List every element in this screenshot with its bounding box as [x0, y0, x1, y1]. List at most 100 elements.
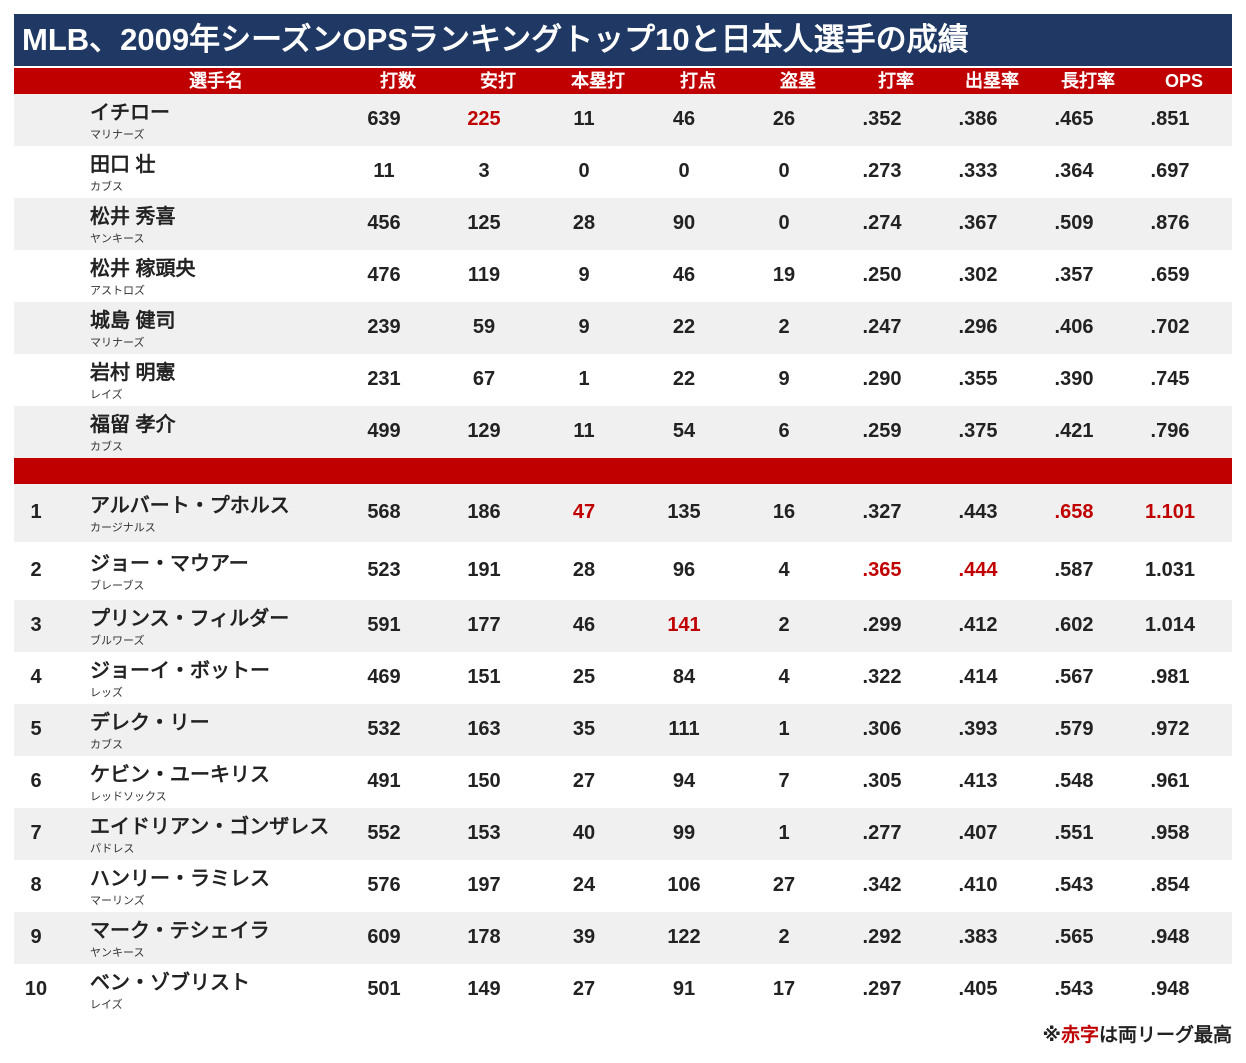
- stat-cell: 3: [478, 160, 490, 182]
- stat-cell: 186: [467, 501, 501, 523]
- stat-cell: 456: [367, 212, 401, 234]
- table-row: 4 ジョーイ・ボットー レッズ 469 151 25 84 4 .322 .414 .567 .981: [14, 652, 1232, 704]
- stat-cell: .565: [1054, 926, 1094, 948]
- stat-cell: .548: [1054, 770, 1094, 792]
- stat-cell: 91: [672, 978, 696, 1000]
- player-name: 城島 健司: [90, 310, 176, 332]
- stat-cell: 149: [467, 978, 501, 1000]
- table-row: 2 ジョー・マウアー ブレーブス 523 191 28 96 4 .365 .444 .587 1.0…: [14, 542, 1232, 600]
- stat-cell: .851: [1150, 108, 1190, 130]
- rank: 2: [30, 559, 42, 581]
- stat-cell: .543: [1054, 874, 1094, 896]
- team-name: レッズ: [90, 687, 123, 699]
- table-row: 9 マーク・テシェイラ ヤンキース 609 178 39 122 2 .292 .383 .565.…: [14, 912, 1232, 964]
- header-cell: 長打率: [1061, 71, 1115, 91]
- table-row: イチロー マリナーズ 639 225 11 46 26 .352 .386 .465 .851: [14, 94, 1232, 146]
- player-name: 福留 孝介: [90, 414, 176, 436]
- stat-cell: .509: [1054, 212, 1094, 234]
- stat-cell: 27: [772, 874, 796, 896]
- stat-cell: 476: [367, 264, 401, 286]
- stat-cell: 1: [778, 822, 790, 844]
- stat-cell: 1.014: [1144, 614, 1196, 636]
- stat-cell: .796: [1150, 420, 1190, 442]
- stat-cell: 2: [778, 614, 790, 636]
- stat-cell: .407: [958, 822, 998, 844]
- stat-cell: 0: [578, 160, 590, 182]
- stat-cell: 25: [572, 666, 596, 688]
- stat-cell: 46: [572, 614, 596, 636]
- stat-cell: 532: [367, 718, 401, 740]
- stat-cell: .948: [1150, 978, 1190, 1000]
- stat-cell: .322: [862, 666, 902, 688]
- stat-cell: 0: [778, 212, 790, 234]
- header-cell: 打数: [380, 71, 416, 91]
- stat-cell: .587: [1054, 559, 1094, 581]
- stat-cell: .406: [1054, 316, 1094, 338]
- stat-cell: .250: [862, 264, 902, 286]
- stat-cell: 1: [578, 368, 590, 390]
- stat-cell: .421: [1054, 420, 1094, 442]
- stat-cell: 141: [667, 614, 701, 636]
- team-name: ヤンキース: [90, 233, 145, 245]
- stat-cell: .375: [958, 420, 998, 442]
- stat-cell: 9: [778, 368, 790, 390]
- table-row: 7 エイドリアン・ゴンザレス パドレス 552 153 40 99 1 .277 .407 .551…: [14, 808, 1232, 860]
- stat-cell: 90: [672, 212, 696, 234]
- stat-cell: 135: [667, 501, 701, 523]
- stat-cell: 46: [672, 264, 696, 286]
- team-name: カブス: [90, 739, 123, 751]
- stat-cell: 499: [367, 420, 401, 442]
- stat-cell: 35: [572, 718, 596, 740]
- stat-cell: .410: [958, 874, 998, 896]
- stat-cell: 27: [572, 770, 596, 792]
- team-name: カブス: [90, 441, 123, 453]
- stat-cell: .290: [862, 368, 902, 390]
- stat-cell: .443: [958, 501, 998, 523]
- player-name: ベン・ゾブリスト: [90, 972, 250, 994]
- stat-cell: .854: [1150, 874, 1190, 896]
- stat-cell: 1.031: [1144, 559, 1196, 581]
- stat-cell: .659: [1150, 264, 1190, 286]
- stat-cell: 99: [672, 822, 696, 844]
- stat-cell: .876: [1150, 212, 1190, 234]
- player-name: デレク・リー: [90, 712, 210, 734]
- stat-cell: 67: [472, 368, 496, 390]
- player-name: 松井 秀喜: [90, 206, 176, 228]
- stat-cell: 7: [778, 770, 790, 792]
- team-name: レッドソックス: [90, 791, 167, 803]
- stat-cell: 47: [572, 501, 596, 523]
- stat-cell: .745: [1150, 368, 1190, 390]
- table-row: 3 プリンス・フィルダー ブルワーズ 591 177 46 141 2 .299 .412 .602…: [14, 600, 1232, 652]
- stat-cell: .297: [862, 978, 902, 1000]
- team-name: アストロズ: [90, 285, 145, 297]
- stat-cell: .579: [1054, 718, 1094, 740]
- stat-cell: 40: [572, 822, 596, 844]
- stat-cell: 84: [672, 666, 696, 688]
- title: MLB、2009年シーズンOPSランキングトップ10と日本人選手の成績: [14, 14, 1232, 66]
- player-name: イチロー: [90, 102, 170, 124]
- table-row: 1 アルバート・プホルス カージナルス 568 186 47 135 16 .327 .443 .6…: [14, 484, 1232, 542]
- stat-cell: 27: [572, 978, 596, 1000]
- stat-cell: 491: [367, 770, 401, 792]
- header-row: 選手名 打数 安打 本塁打 打点 盗塁 打率 出塁率 長打率 OPS: [14, 68, 1232, 94]
- stat-cell: 4: [778, 559, 790, 581]
- stat-cell: 2: [778, 926, 790, 948]
- stat-cell: .355: [958, 368, 998, 390]
- stat-cell: .702: [1150, 316, 1190, 338]
- stat-cell: 576: [367, 874, 401, 896]
- team-name: マーリンズ: [90, 895, 145, 907]
- stat-cell: .958: [1150, 822, 1190, 844]
- team-name: マリナーズ: [90, 337, 145, 349]
- stat-cell: 4: [778, 666, 790, 688]
- stat-cell: 9: [578, 264, 590, 286]
- header-cell: 安打: [480, 71, 516, 91]
- stat-cell: .412: [958, 614, 998, 636]
- stat-cell: .352: [862, 108, 902, 130]
- stat-cell: 17: [772, 978, 796, 1000]
- header-cell: 打率: [878, 71, 914, 91]
- header-cell: 選手名: [189, 71, 243, 91]
- stat-cell: .357: [1054, 264, 1094, 286]
- stat-cell: .296: [958, 316, 998, 338]
- rank: 1: [30, 501, 42, 523]
- stat-cell: .302: [958, 264, 998, 286]
